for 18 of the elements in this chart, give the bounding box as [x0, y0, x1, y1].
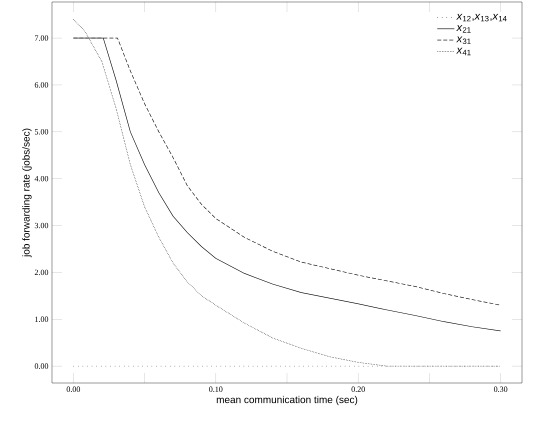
legend-label: x$_{21}$ — [456, 25, 471, 33]
y-tick-label: 2.00 — [34, 270, 48, 276]
y-tick-label: 3.00 — [34, 222, 48, 228]
legend-label: x$_{12}$,x$_{13}$,x$_{14}$ — [456, 14, 507, 22]
x-tick-label: 0.10 — [209, 386, 222, 392]
y-tick-label: 4.00 — [34, 176, 48, 182]
y-tick-label: 6.00 — [34, 82, 48, 88]
x-tick-label: 0.30 — [494, 386, 508, 392]
y-tick-label: 1.00 — [35, 316, 48, 322]
x-axis-title: mean communication time (sec) — [216, 396, 358, 406]
legend-label: x$_{41}$ — [456, 48, 471, 56]
y-tick-label: 7.00 — [35, 35, 48, 41]
y-tick-label: 5.00 — [34, 129, 48, 135]
legend-label: x$_{31}$ — [456, 36, 471, 44]
y-axis-title: job forwarding rate (jobs/sec) — [22, 128, 32, 258]
x-tick-label: 0.00 — [66, 386, 80, 392]
x-tick-label: 0.20 — [352, 386, 365, 392]
y-tick-label: 0.00 — [34, 363, 48, 369]
